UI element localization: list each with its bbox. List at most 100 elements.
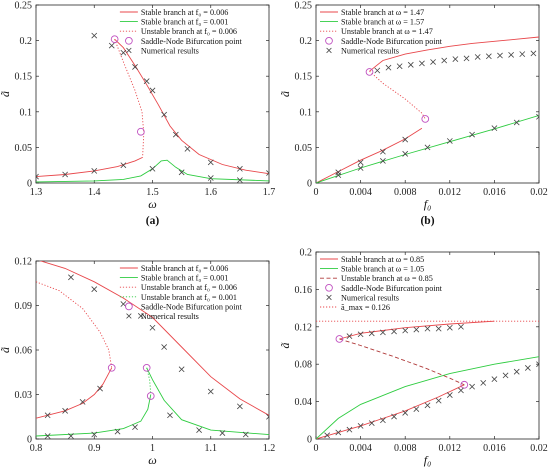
numerical-point: [184, 145, 191, 152]
x-tick-label: 0: [314, 187, 319, 198]
plot-frame: [315, 4, 540, 184]
legend-label: Unstable branch at ω = 0.85: [341, 274, 433, 283]
legend-label: Numerical results: [341, 293, 399, 302]
x-tick-label: 1.3: [30, 187, 43, 198]
series-line: [36, 367, 113, 419]
x-tick-label: 0.02: [530, 187, 548, 198]
legend-label: Saddle-Node Bifurcation point: [141, 302, 243, 311]
x-tick-label: 0: [314, 443, 319, 454]
numerical-point: [368, 420, 375, 426]
series-line: [316, 114, 539, 183]
y-tick-label: 0.03: [15, 390, 33, 401]
legend-label: ã_max = 0.126: [341, 303, 390, 312]
legend-label: Unstable branch at ω = 1.47: [341, 27, 433, 36]
numerical-point: [242, 431, 249, 438]
y-tick-label: 0.06: [15, 346, 33, 357]
numerical-point: [266, 413, 269, 420]
numerical-point: [149, 324, 156, 331]
numerical-point: [114, 428, 121, 435]
series-line: [339, 320, 495, 340]
numerical-point: [207, 388, 214, 395]
numerical-point: [62, 171, 69, 178]
numerical-point: [380, 158, 386, 164]
numerical-point: [530, 50, 537, 57]
numerical-point: [485, 53, 492, 60]
legend-label: Unstable branch at f₀ = 0.006: [141, 283, 237, 292]
x-tick-label: 1.1: [205, 443, 218, 454]
numerical-point: [236, 177, 243, 183]
x-tick-label: 0.016: [483, 187, 506, 198]
numerical-point: [419, 60, 425, 67]
bifurcation-point: [107, 363, 116, 372]
y-tick-label: 0.09: [15, 301, 33, 312]
series-line: [146, 367, 269, 436]
numerical-point: [68, 274, 74, 281]
x-tick-label: 0.9: [88, 443, 101, 454]
series-line: [114, 39, 145, 158]
numerical-point: [446, 138, 453, 144]
legend-label: Stable branch at ω = 1.57: [341, 18, 424, 27]
numerical-point: [463, 55, 470, 62]
x-tick-label: 0.016: [483, 443, 506, 454]
numerical-point: [357, 331, 364, 338]
legend-label: Stable branch at f₀ = 0.001: [141, 274, 229, 283]
numerical-point: [346, 426, 353, 433]
series-line: [316, 356, 539, 439]
numerical-point: [172, 131, 179, 138]
bifurcation-point: [365, 68, 374, 76]
numerical-point: [120, 49, 127, 56]
legend-swatch: [325, 36, 333, 45]
numerical-point: [497, 52, 503, 59]
numerical-point: [44, 412, 51, 419]
plot-frame: [315, 251, 540, 440]
legend-label: Stable branch at f₀ = 0.001: [141, 18, 229, 27]
legend-label: Stable branch at ω = 1.47: [341, 8, 424, 17]
numerical-point: [502, 372, 509, 379]
legend-label: Unstable branch at f₀ = 0.006: [141, 27, 237, 36]
chart-panel-d: 0 0.004 0.008 0.012 0.016 0.02 0 0.04 0.08 0.12 0.…: [278, 248, 548, 468]
series-line: [146, 367, 152, 395]
numerical-point: [513, 119, 520, 126]
x-axis-label: ω: [148, 453, 156, 467]
x-tick-label: 1: [150, 443, 155, 454]
numerical-point: [513, 368, 520, 375]
numerical-point: [491, 125, 498, 132]
y-tick-label: 0.2: [20, 36, 33, 47]
numerical-point: [435, 325, 442, 332]
legend-swatch: [126, 313, 132, 319]
numerical-point: [207, 159, 214, 166]
y-tick-label: 0.08: [295, 360, 313, 371]
legend-label: Saddle-Node Bifurcation point: [341, 37, 443, 46]
legend-swatch: [326, 294, 332, 301]
bifurcation-point: [335, 335, 344, 343]
x-tick-label: 1.5: [146, 187, 159, 198]
numerical-point: [441, 57, 448, 64]
series-line: [369, 36, 539, 72]
plot-area: [36, 261, 269, 439]
x-tick-label: 1.6: [205, 187, 218, 198]
y-tick-label: 0: [27, 179, 32, 190]
numerical-point: [402, 327, 409, 334]
numerical-point: [91, 286, 98, 293]
x-tick-label: 0.012: [439, 443, 462, 454]
bifurcation-point: [110, 35, 119, 44]
numerical-point: [446, 324, 453, 331]
legend-swatch: [125, 36, 133, 45]
numerical-point: [396, 63, 403, 70]
x-tick-label: 1.7: [263, 187, 276, 198]
series-line: [36, 281, 113, 368]
plot-area: [316, 320, 539, 439]
y-tick-label: 0.05: [15, 143, 33, 154]
x-tick-label: 0.02: [530, 443, 548, 454]
numerical-point: [402, 136, 409, 143]
legend-label: Saddle-Node Bifurcation point: [141, 37, 243, 46]
x-tick-label: 0.004: [349, 443, 372, 454]
numerical-point: [196, 427, 202, 433]
numerical-point: [446, 392, 453, 398]
numerical-point: [44, 433, 51, 439]
legend-label: Stable branch at ω = 0.85: [341, 255, 424, 264]
